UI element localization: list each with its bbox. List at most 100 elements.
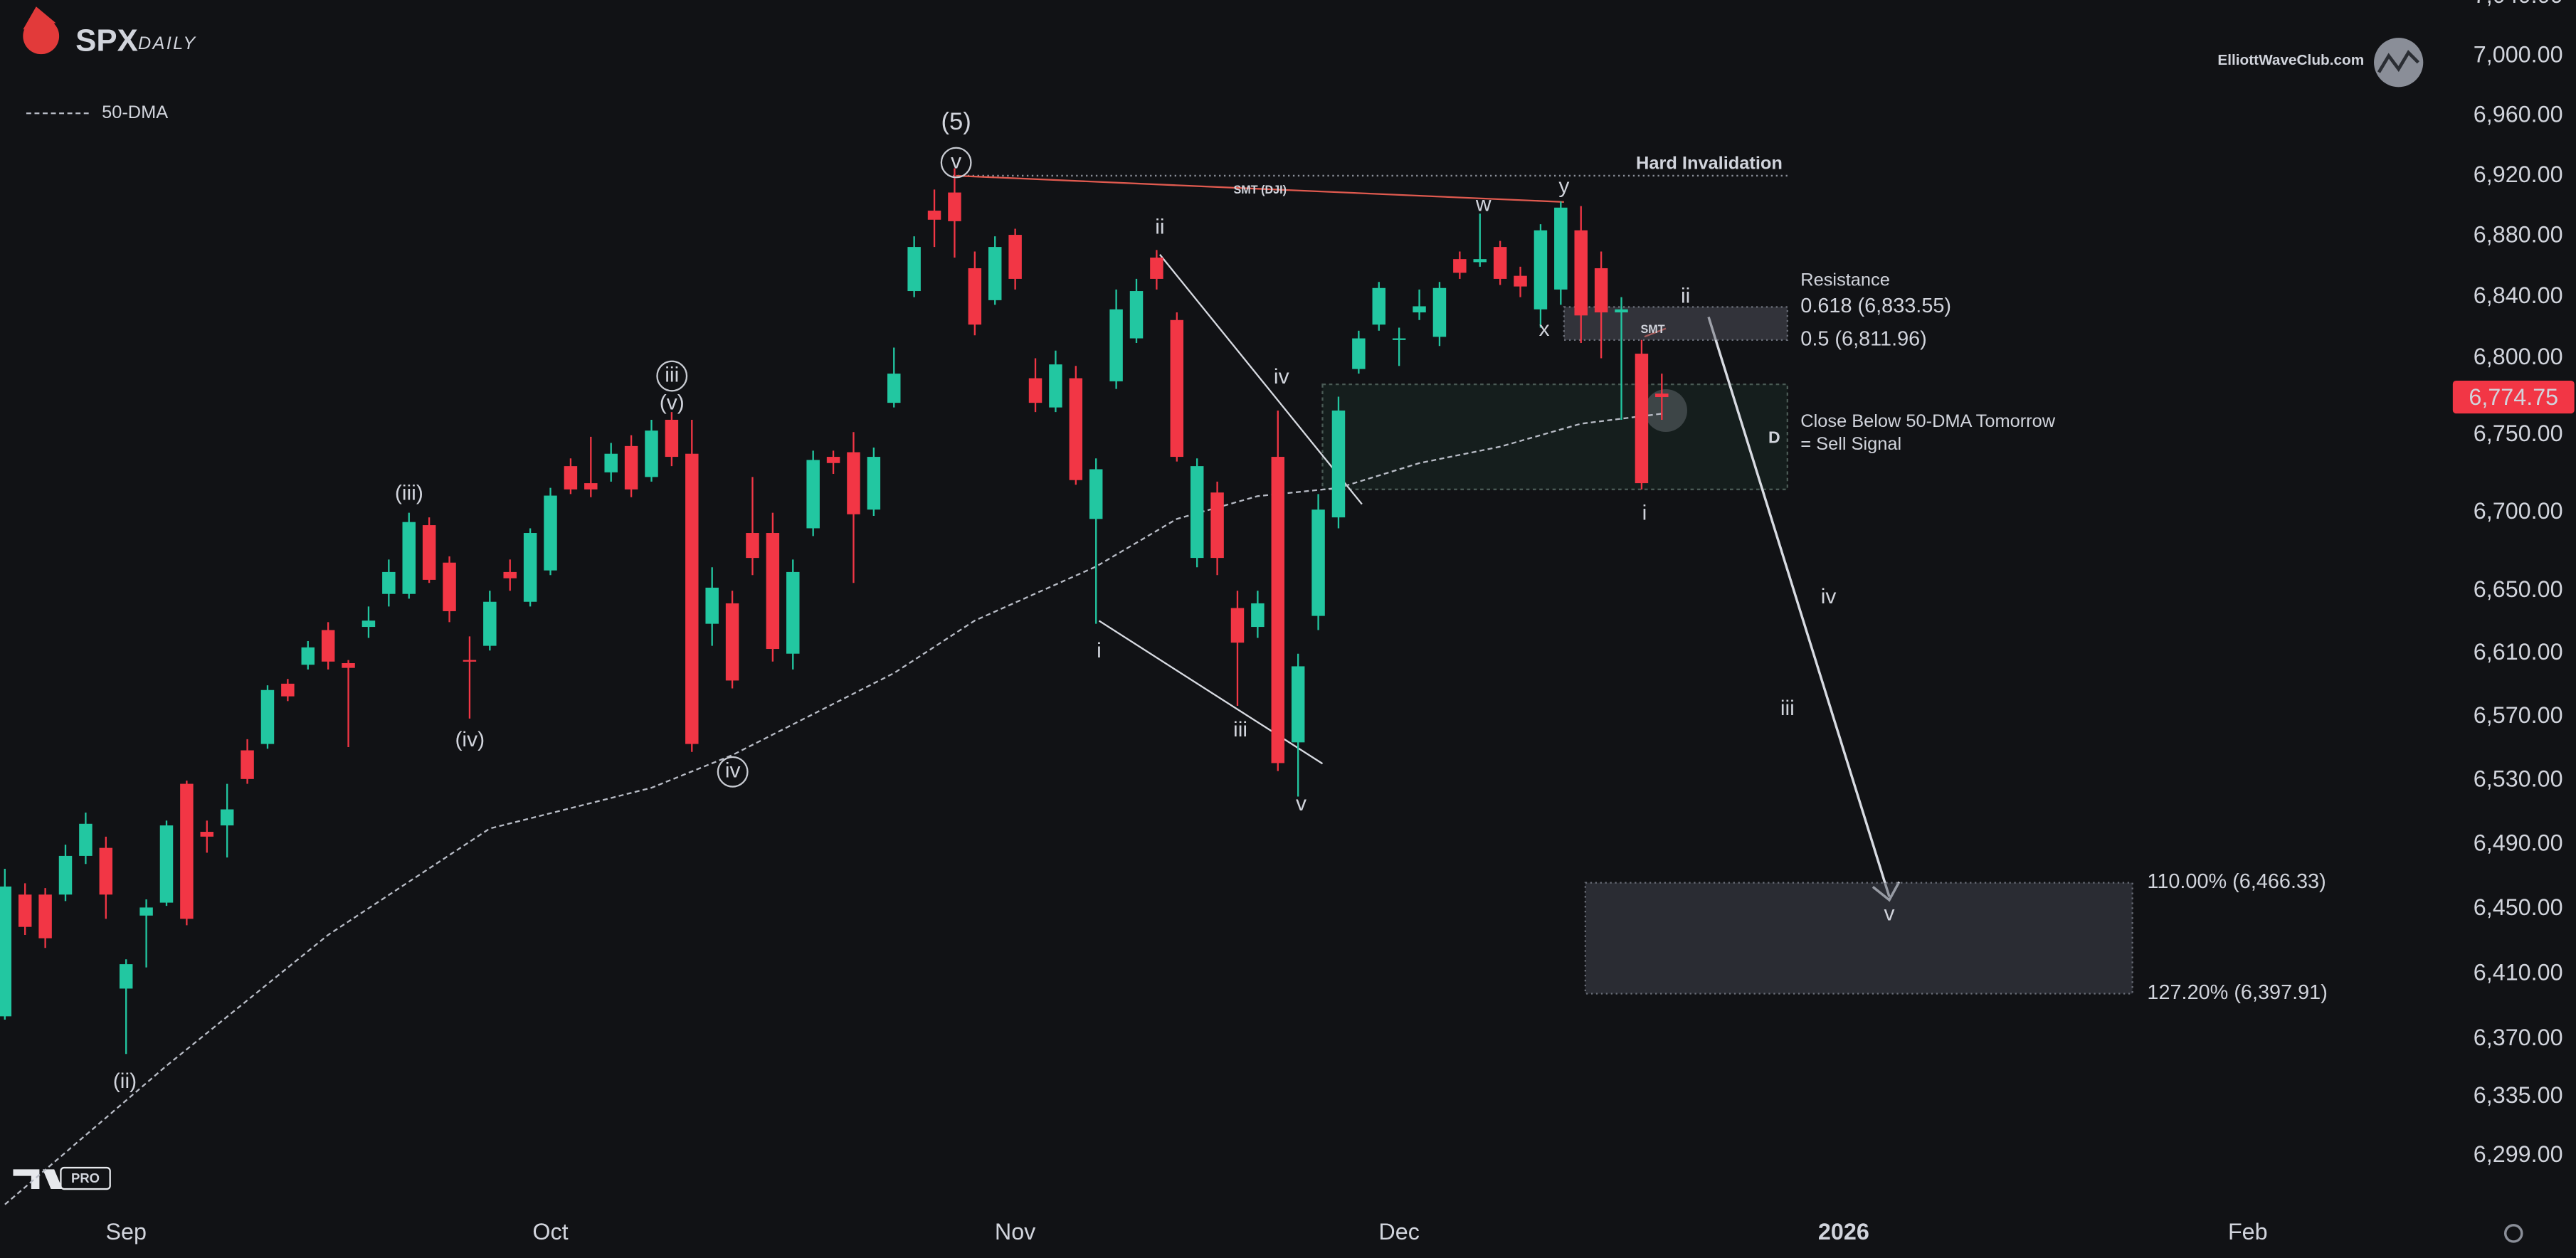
wave-label: (ii) xyxy=(113,1069,137,1093)
candle-body xyxy=(1109,309,1123,381)
y-tick-label: 6,700.00 xyxy=(2474,498,2563,524)
candle-body xyxy=(1392,338,1406,340)
candle-body xyxy=(483,601,497,646)
candle-body xyxy=(38,894,52,939)
brand-logo xyxy=(2374,38,2424,88)
candle-body xyxy=(665,419,679,458)
candle-body xyxy=(503,571,517,578)
candle-body xyxy=(1271,457,1285,763)
candle-body xyxy=(624,445,638,490)
y-tick-label: 6,610.00 xyxy=(2474,639,2563,665)
candle-body xyxy=(1352,338,1366,369)
candle-body xyxy=(1372,287,1385,325)
candle-body xyxy=(826,457,840,463)
brand: ElliottWaveClub.com xyxy=(2217,52,2364,68)
candle-body xyxy=(1413,306,1426,313)
wave-label: iii xyxy=(665,363,679,386)
annotation: Hard Invalidation xyxy=(1636,154,1783,174)
level-label: 0.5 (6,811.96) xyxy=(1800,327,1926,350)
candle-body xyxy=(241,750,254,779)
y-tick-label: 6,920.00 xyxy=(2474,162,2563,187)
candle-body xyxy=(927,211,941,220)
annotation: = Sell Signal xyxy=(1800,434,1901,454)
y-tick-label: 7,040.00 xyxy=(2474,0,2563,8)
candle-body xyxy=(1210,492,1224,559)
candle-body xyxy=(867,457,881,510)
candle-body xyxy=(1635,354,1649,484)
wave-circle xyxy=(656,360,688,392)
wave-label: iv xyxy=(1274,365,1289,388)
candle-body xyxy=(1655,393,1669,398)
candle-body xyxy=(1473,259,1487,263)
candle-body xyxy=(1049,364,1062,408)
candle-body xyxy=(180,783,194,919)
annotation: Close Below 50-DMA Tomorrow xyxy=(1800,411,2055,431)
wave-label: i xyxy=(1097,639,1102,662)
y-tick-label: 6,840.00 xyxy=(2474,282,2563,308)
symbol: SPX xyxy=(75,23,138,58)
candle-body xyxy=(281,683,295,697)
moving-average xyxy=(4,413,1662,1205)
wave-circle xyxy=(940,147,972,179)
candle-body xyxy=(887,374,901,403)
candle-body xyxy=(119,964,133,989)
candle-body xyxy=(0,886,12,1017)
candle-body xyxy=(200,832,214,837)
candle-body xyxy=(1311,509,1325,616)
wave-label: (v) xyxy=(660,391,685,415)
candle-body xyxy=(1251,603,1265,628)
price-tag-label: 6,774.75 xyxy=(2469,384,2558,410)
candle-body xyxy=(1594,268,1608,313)
x-tick-label: Sep xyxy=(105,1219,146,1244)
candle-body xyxy=(99,847,113,895)
candle-body xyxy=(786,571,800,654)
candle-body xyxy=(725,603,739,681)
candle-body xyxy=(746,533,759,559)
wave-label: ii xyxy=(1681,285,1690,308)
wedge-line xyxy=(1159,254,1363,505)
y-tick-label: 6,299.00 xyxy=(2474,1141,2563,1167)
candle-body xyxy=(260,689,275,744)
candle-body xyxy=(1554,207,1568,290)
candle-body xyxy=(1170,319,1184,458)
candle-body xyxy=(220,809,234,826)
candle-body xyxy=(705,587,719,624)
smt-line xyxy=(1644,327,1667,338)
candle-body xyxy=(18,894,32,927)
candle-body xyxy=(402,522,416,594)
candle-body xyxy=(321,630,335,662)
candle-body xyxy=(1069,378,1083,480)
annotation: SMT (DJI) xyxy=(1234,184,1287,196)
candle-body xyxy=(766,533,780,650)
candle-body xyxy=(463,660,477,662)
level-label: 127.20% (6,397.91) xyxy=(2147,981,2327,1004)
y-tick-label: 6,880.00 xyxy=(2474,222,2563,248)
wave-label: v xyxy=(1884,902,1894,926)
wave-label: iii xyxy=(1233,718,1247,741)
x-tick-label: 2026 xyxy=(1818,1219,1869,1244)
candle-body xyxy=(1331,410,1346,518)
x-tick-label: Dec xyxy=(1378,1219,1419,1244)
candle-body xyxy=(806,460,820,529)
candle-body xyxy=(1493,247,1507,279)
y-tick-label: 6,650.00 xyxy=(2474,576,2563,602)
candle-body xyxy=(948,192,961,221)
y-tick-label: 6,335.00 xyxy=(2474,1082,2563,1108)
brand-logo-mark xyxy=(2377,50,2419,73)
candle-body xyxy=(1008,235,1022,279)
forecast-arrow xyxy=(1707,316,1891,897)
candle-body xyxy=(1534,230,1548,310)
y-tick-label: 7,000.00 xyxy=(2474,41,2563,67)
badge-box xyxy=(60,1166,111,1190)
wave-label: ii xyxy=(1155,216,1164,239)
timeframe: DAILY xyxy=(138,33,197,53)
wave-label: (iv) xyxy=(455,728,485,751)
candle-body xyxy=(342,663,355,668)
y-tick-label: 6,450.00 xyxy=(2474,894,2563,920)
candle-body xyxy=(1432,287,1447,337)
candle-body xyxy=(907,247,921,292)
candle-body xyxy=(1291,666,1305,743)
candle-body xyxy=(139,907,153,916)
